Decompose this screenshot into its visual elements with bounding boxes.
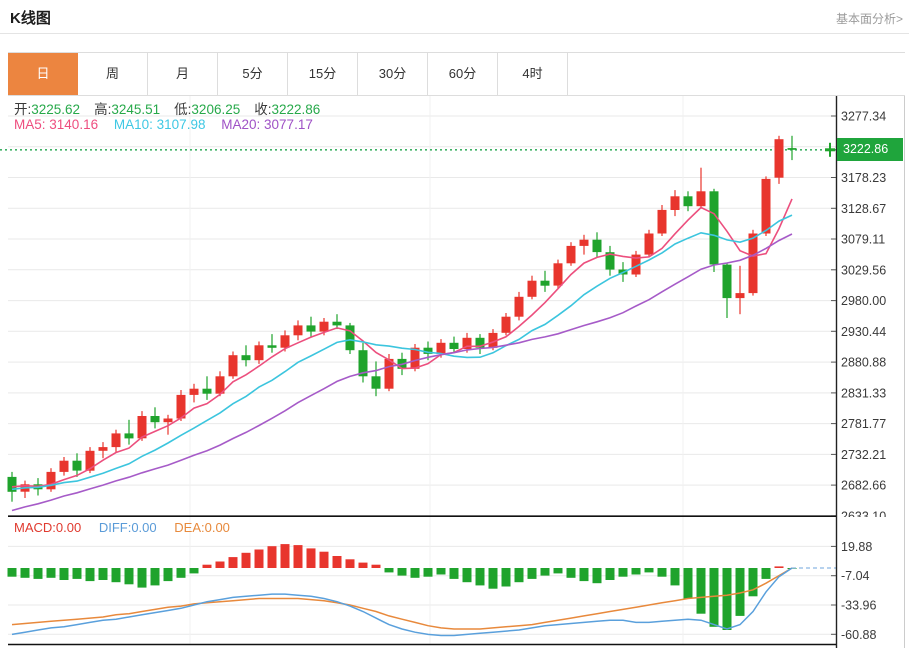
- svg-text:2633.10: 2633.10: [841, 509, 886, 517]
- tab-month[interactable]: 月: [148, 53, 218, 95]
- tab-15min[interactable]: 15分: [288, 53, 358, 95]
- high-value: 3245.51: [111, 102, 161, 117]
- main-chart-canvas[interactable]: 3277.34 3178.23 3128.67 3079.11 3029.56 2980.…: [0, 96, 909, 517]
- ma5-readout: MA5: 3140.16: [14, 117, 99, 132]
- svg-text:3079.11: 3079.11: [841, 233, 885, 247]
- svg-text:2831.33: 2831.33: [841, 386, 886, 400]
- macd-readout: MACD:0.00 DIFF:0.00 DEA:0.00: [14, 520, 230, 535]
- svg-text:2980.00: 2980.00: [841, 294, 886, 308]
- tab-30min[interactable]: 30分: [358, 53, 428, 95]
- candles-group: [7, 135, 797, 502]
- period-tab-bar: 日 周 月 5分 15分 30分 60分 4时: [8, 52, 905, 96]
- open-value: 3225.62: [31, 102, 81, 117]
- tab-day[interactable]: 日: [8, 53, 78, 95]
- current-price-tag: 3222.86: [837, 138, 903, 161]
- ma10-line: [11, 214, 793, 491]
- svg-text:-60.88: -60.88: [841, 628, 876, 642]
- svg-text:2781.77: 2781.77: [841, 417, 886, 431]
- diff-line: [11, 567, 793, 637]
- fundamental-analysis-link[interactable]: 基本面分析>: [835, 12, 903, 26]
- svg-text:2682.66: 2682.66: [841, 479, 886, 493]
- diff-value-readout: DIFF:0.00: [98, 520, 157, 535]
- svg-text:2732.21: 2732.21: [841, 448, 886, 462]
- tab-60min[interactable]: 60分: [428, 53, 498, 95]
- page-title: K线图: [10, 10, 51, 27]
- svg-text:2930.44: 2930.44: [841, 325, 886, 339]
- macd-chart-canvas[interactable]: 19.88 -7.04 -33.96 -60.88: [0, 517, 909, 648]
- ma-readout: MA5: 3140.16 MA10: 3107.98 MA20: 3077.17: [14, 117, 313, 132]
- macd-histogram: [7, 544, 797, 630]
- low-label: 低:: [174, 102, 192, 117]
- svg-text:3178.23: 3178.23: [841, 171, 886, 185]
- ma5-line: [11, 198, 793, 488]
- dea-line: [11, 567, 793, 630]
- ohlc-readout: 开:3225.62 高:3245.51 低:3206.25 收:3222.86: [14, 98, 334, 118]
- open-label: 开:: [14, 102, 32, 117]
- tab-4hour[interactable]: 4时: [498, 53, 568, 95]
- tab-5min[interactable]: 5分: [218, 53, 288, 95]
- header: K线图 基本面分析>: [0, 0, 909, 34]
- close-label: 收:: [254, 102, 272, 117]
- svg-text:2880.88: 2880.88: [841, 356, 886, 370]
- tab-bar-filler: [568, 53, 905, 95]
- svg-text:3128.67: 3128.67: [841, 202, 886, 216]
- ma20-line: [11, 233, 793, 512]
- close-value: 3222.86: [271, 102, 321, 117]
- svg-text:3029.56: 3029.56: [841, 263, 886, 277]
- svg-text:19.88: 19.88: [841, 540, 872, 554]
- low-value: 3206.25: [191, 102, 241, 117]
- svg-text:-33.96: -33.96: [841, 599, 876, 613]
- svg-text:3277.34: 3277.34: [841, 110, 886, 124]
- ma20-readout: MA20: 3077.17: [221, 117, 313, 132]
- tab-week[interactable]: 周: [78, 53, 148, 95]
- ma10-readout: MA10: 3107.98: [113, 117, 206, 132]
- high-label: 高:: [94, 102, 112, 117]
- dea-value-readout: DEA:0.00: [174, 520, 230, 535]
- macd-value-readout: MACD:0.00: [14, 520, 82, 535]
- svg-text:-7.04: -7.04: [841, 569, 870, 583]
